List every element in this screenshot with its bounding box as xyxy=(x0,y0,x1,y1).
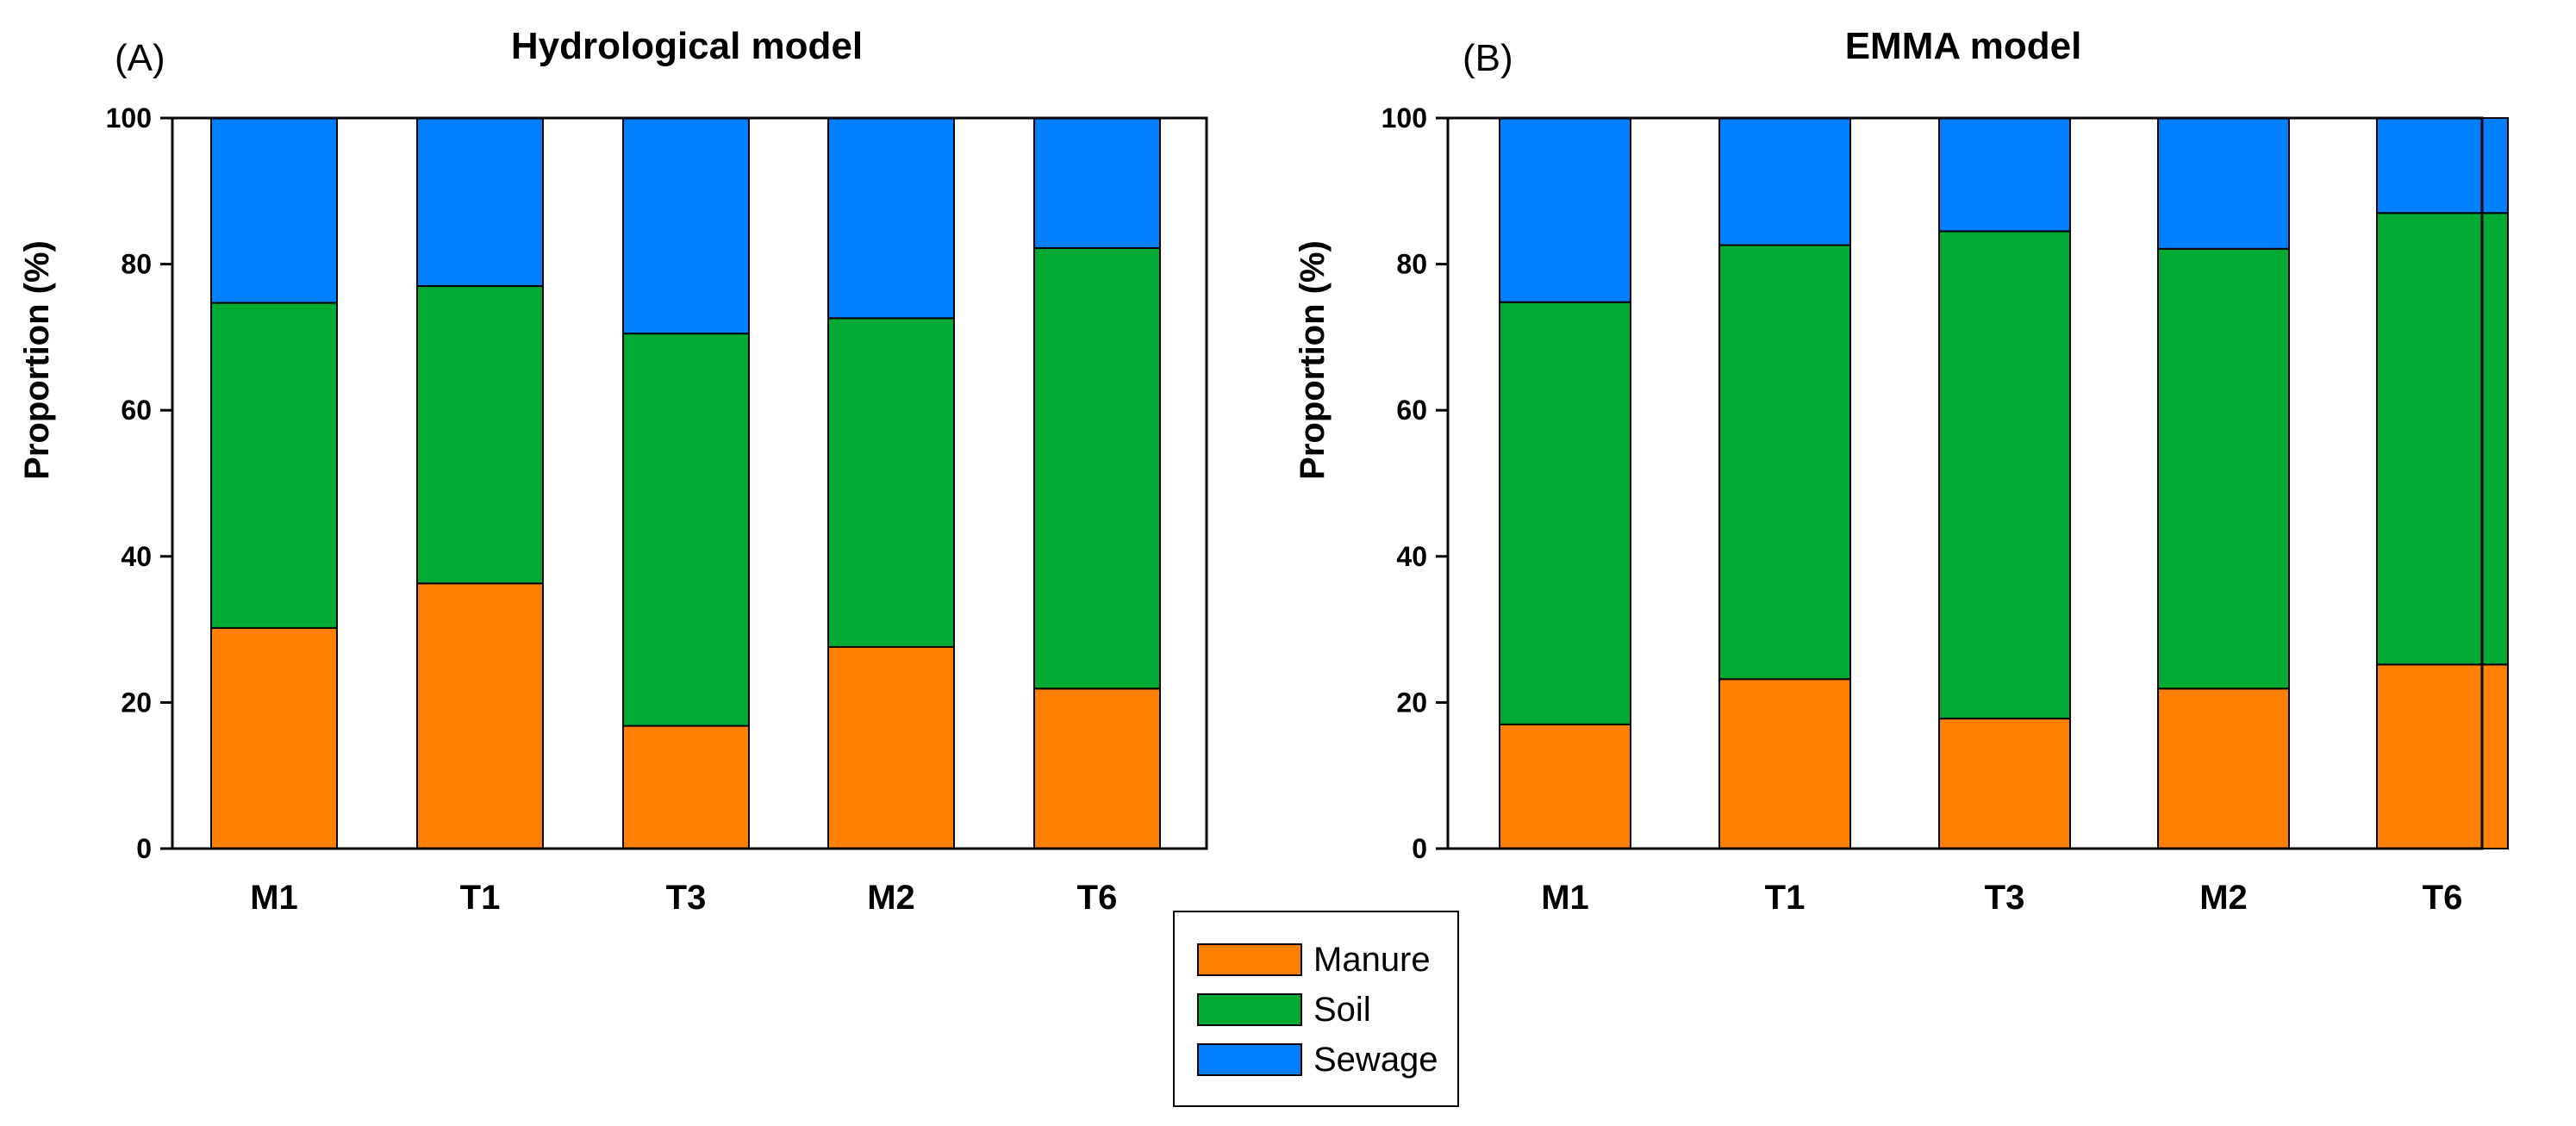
panel-b-bar-t3-sewage xyxy=(1938,117,2071,233)
panel-b-x-tick-label: T3 xyxy=(1985,879,2025,917)
panel-b-bar-m1-soil xyxy=(1499,301,1631,725)
panel-b-x-tick-label: T1 xyxy=(1765,879,1806,917)
panel-a-bar-t6-manure xyxy=(1033,687,1161,850)
panel-a-title: Hydrological model xyxy=(511,25,863,67)
legend: Manure Soil Sewage xyxy=(1173,911,1459,1107)
panel-b-x-tick-label: T6 xyxy=(2423,879,2463,917)
panel-b-bar-m1-sewage xyxy=(1499,117,1631,303)
panel-b-bar-m1-manure xyxy=(1499,723,1631,850)
panel-b-bar-t1-sewage xyxy=(1718,117,1851,246)
panel-b-bar-m2-sewage xyxy=(2157,117,2290,250)
panel-b-bar-t1-manure xyxy=(1718,678,1851,849)
panel-a-y-tick-label: 0 xyxy=(136,833,152,864)
panel-b-bars xyxy=(1499,117,2509,850)
panel-a-bars xyxy=(210,117,1161,850)
panel-a-y-axis-label: Proportion (%) xyxy=(18,240,56,480)
panel-a-y-tick-label: 100 xyxy=(106,103,152,134)
panel-b-x-tick-label: M2 xyxy=(2199,879,2248,917)
panel-b-y-tick-label: 80 xyxy=(1396,249,1427,280)
panel-a-bar-m2-manure xyxy=(827,645,955,850)
panel-a-bar-t1-soil xyxy=(416,285,544,585)
panel-b-y-axis-label: Proportion (%) xyxy=(1294,240,1332,480)
panel-a-bar-m1-manure xyxy=(210,626,338,849)
legend-label-sewage: Sewage xyxy=(1313,1041,1438,1079)
panel-b-label: (B) xyxy=(1463,37,1513,79)
panel-a-bar-m1-sewage xyxy=(210,117,338,304)
panel-b-bar-m2-manure xyxy=(2157,687,2290,850)
panel-b-bar-m2-soil xyxy=(2157,247,2290,690)
panel-b-bar-t6-soil xyxy=(2376,212,2509,666)
panel-a-bar-t1-sewage xyxy=(416,117,544,288)
panel-b: (B) EMMA model Proportion (%) 0 20 40 60 80 1… xyxy=(1294,25,2509,917)
panel-b-x-tick-label: M1 xyxy=(1541,879,1589,917)
panel-a-bar-m1-soil xyxy=(210,302,338,629)
panel-a-axes: 0 20 40 60 80 100 M1 T1 T3 M2 T6 xyxy=(106,103,1208,917)
panel-a-plot-frame xyxy=(171,116,1208,850)
panel-a-bar-t3-manure xyxy=(622,725,750,850)
panel-a-label: (A) xyxy=(115,37,165,79)
panel-b-bar-t6-manure xyxy=(2376,663,2509,850)
panel-a-y-tick-label: 40 xyxy=(121,541,152,572)
panel-b-y-tick-label: 100 xyxy=(1382,103,1427,134)
panel-a-bar-t6-soil xyxy=(1033,246,1161,690)
panel-a-x-tick-label: T3 xyxy=(666,879,707,917)
panel-a-bar-t3-soil xyxy=(622,333,750,727)
panel-a: (A) Hydrological model Proportion (%) 0 2… xyxy=(18,25,1208,917)
legend-label-soil: Soil xyxy=(1313,991,1371,1029)
panel-a-bar-t3-sewage xyxy=(622,117,750,335)
panel-b-bar-t3-manure xyxy=(1938,718,2071,850)
panel-a-x-tick-label: M1 xyxy=(250,879,298,917)
panel-a-y-tick-label: 20 xyxy=(121,687,152,718)
panel-a-bar-t6-sewage xyxy=(1033,117,1161,249)
legend-swatch-manure xyxy=(1197,943,1302,976)
panel-b-bar-t3-soil xyxy=(1938,230,2071,720)
panel-a-bar-m2-sewage xyxy=(827,117,955,320)
legend-label-manure: Manure xyxy=(1313,941,1431,979)
panel-a-bar-t1-manure xyxy=(416,582,544,850)
panel-b-plot-frame xyxy=(1446,116,2484,850)
panel-b-y-tick-label: 40 xyxy=(1396,541,1427,572)
panel-b-y-tick-label: 20 xyxy=(1396,687,1427,718)
legend-swatch-soil xyxy=(1197,993,1302,1026)
panel-a-y-tick-label: 60 xyxy=(121,395,152,426)
panel-b-bar-t1-soil xyxy=(1718,244,1851,681)
panel-b-y-tick-label: 60 xyxy=(1396,395,1427,426)
panel-a-y-tick-label: 80 xyxy=(121,249,152,280)
panel-a-bar-m2-soil xyxy=(827,317,955,648)
panel-a-x-tick-label: T6 xyxy=(1077,879,1118,917)
panel-b-bar-t6-sewage xyxy=(2376,117,2509,215)
panel-b-y-tick-label: 0 xyxy=(1412,833,1427,864)
panel-b-axes: 0 20 40 60 80 100 M1 T1 T3 M2 T6 xyxy=(1382,103,2484,917)
panel-b-title: EMMA model xyxy=(1845,25,2082,67)
legend-swatch-sewage xyxy=(1197,1043,1302,1076)
panel-a-x-tick-label: M2 xyxy=(867,879,915,917)
legend-entries: Manure Soil Sewage xyxy=(1197,941,1438,1079)
panel-a-x-tick-label: T1 xyxy=(460,879,501,917)
